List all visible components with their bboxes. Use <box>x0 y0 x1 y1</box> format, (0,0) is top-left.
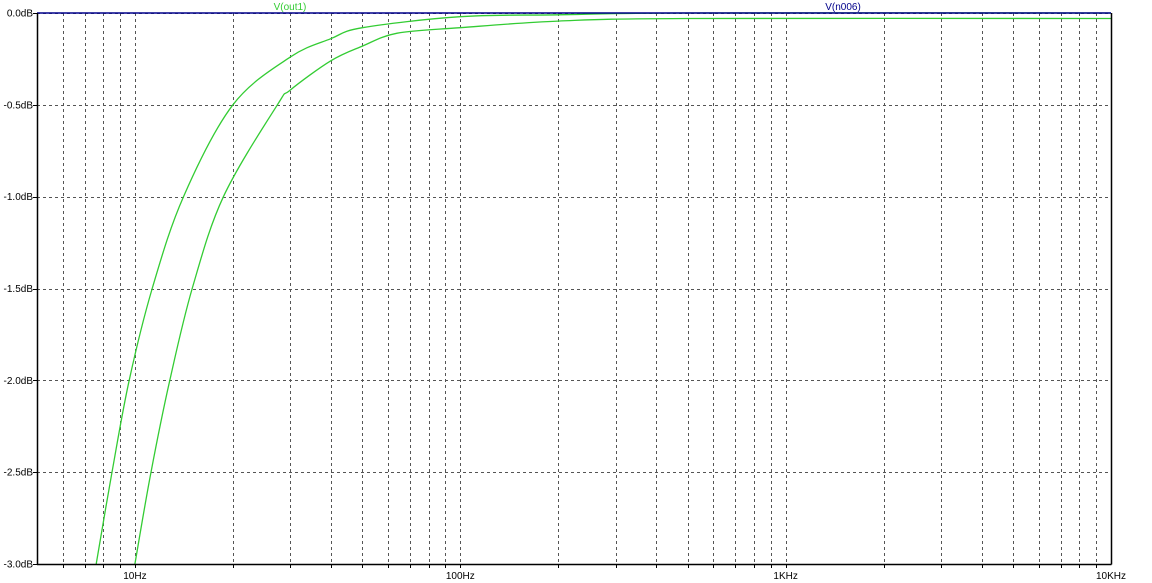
trace-1 <box>134 17 1112 565</box>
y-tick-label: -3.0dB <box>4 560 34 571</box>
y-tick-label: -0.5dB <box>4 100 34 111</box>
y-tick-label: -1.0dB <box>4 192 34 203</box>
legend: V(out1) V(n006) <box>274 2 861 13</box>
traces <box>37 12 1112 565</box>
y-tick-label: -2.0dB <box>4 376 34 387</box>
axes <box>36 13 1113 566</box>
x-tick-label: 10Hz <box>123 571 146 582</box>
legend-label: V(n006) <box>825 2 861 13</box>
y-tick-label: 0.0dB <box>7 9 33 20</box>
y-tick-label: -2.5dB <box>4 468 34 479</box>
legend-label: V(out1) <box>274 2 307 13</box>
grid <box>33 13 1111 568</box>
trace-0 <box>95 12 1112 565</box>
x-tick-label: 1KHz <box>773 571 797 582</box>
x-tick-label: 100Hz <box>446 571 475 582</box>
y-tick-label: -1.5dB <box>4 284 34 295</box>
x-tick-labels: 10Hz 100Hz 1KHz 10KHz <box>123 571 1126 582</box>
x-tick-label: 10KHz <box>1096 571 1126 582</box>
y-tick-labels: 0.0dB -0.5dB -1.0dB -1.5dB -2.0dB -2.5dB -3.0d… <box>4 9 34 571</box>
